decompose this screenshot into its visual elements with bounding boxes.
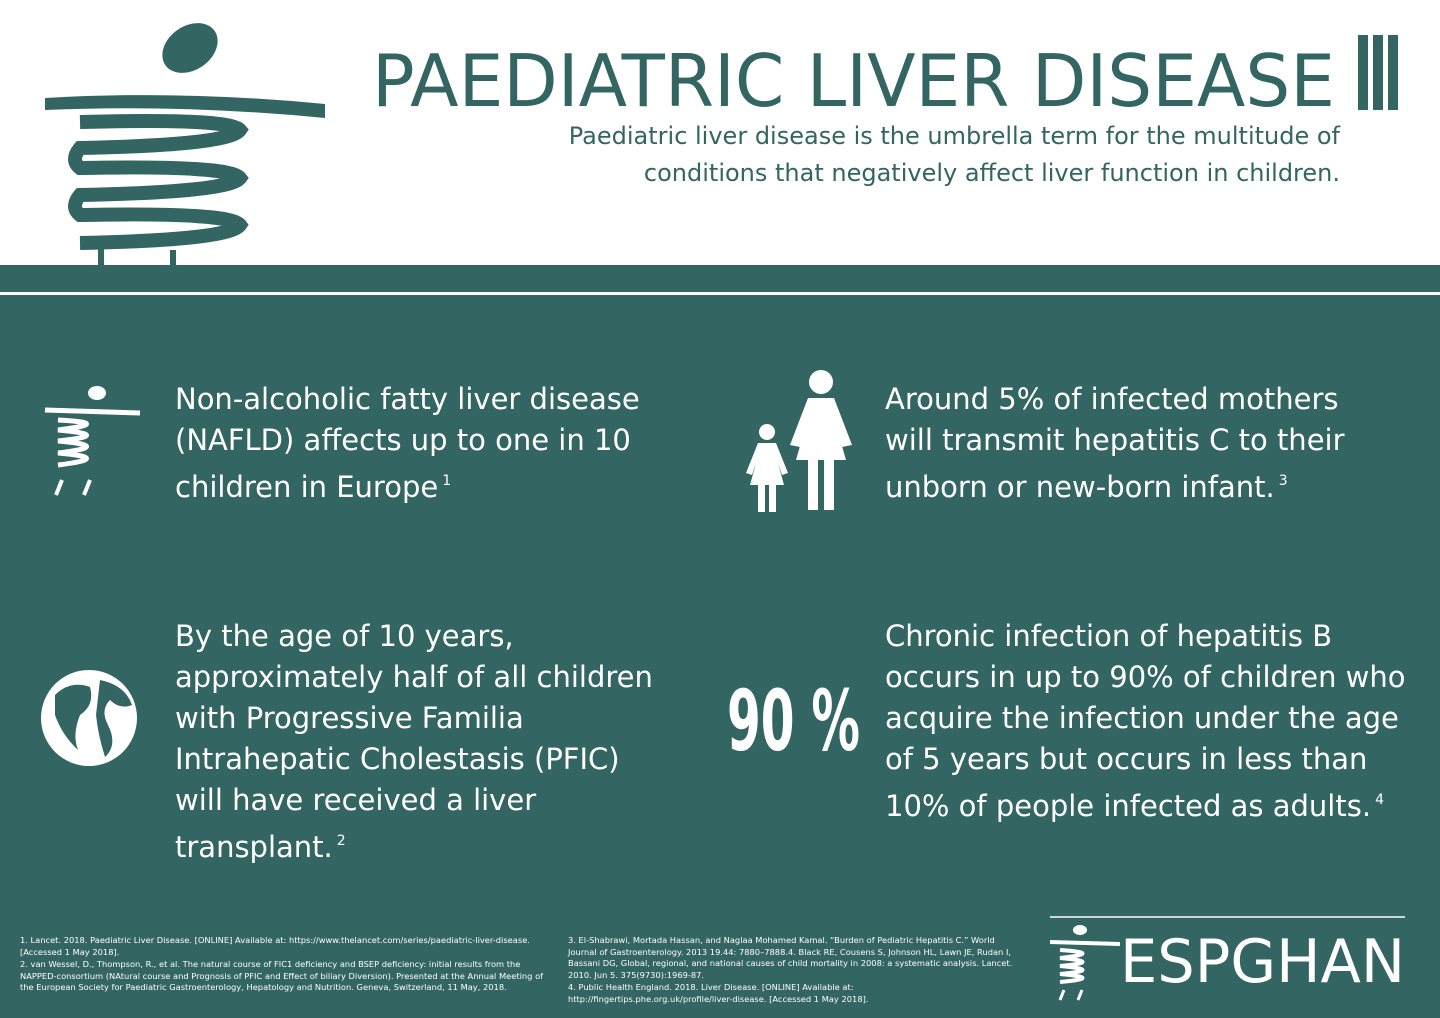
figure-icon [44, 386, 141, 496]
references-right: 3. El-Shabrawi, Mortada Hassan, and Nagl… [568, 935, 1018, 1006]
reference: 2. van Wessel, D., Thompson, R., et al. … [20, 959, 544, 992]
big-stat: 90 % [727, 672, 860, 770]
fact: Chronic infection of hepatitis B occurs … [885, 616, 1415, 827]
reference: 4. Public Health England. 2018. Liver Di… [568, 982, 869, 1004]
logo-text: ESPGHAN [1120, 927, 1405, 997]
fact-note: 2 [336, 833, 346, 849]
fact-note: 4 [1375, 792, 1384, 808]
espghan-logo: ESPGHAN [1049, 916, 1405, 1001]
fact: Non-alcoholic fatty liver disease (NAFLD… [175, 379, 655, 508]
fact: By the age of 10 years, approximately ha… [175, 616, 675, 868]
subtitle: Paediatric liver disease is the umbrella… [568, 122, 1340, 187]
title: PAEDIATRIC LIVER DISEASE [372, 39, 1335, 123]
fact-text: Chronic infection of hepatitis B occurs … [885, 619, 1406, 823]
references-left: 1. Lancet. 2018. Paediatric Liver Diseas… [20, 935, 550, 995]
fact-text: Around 5% of infected mothers will trans… [885, 382, 1345, 504]
divider-line [0, 292, 1440, 295]
fact: Around 5% of infected mothers will trans… [885, 379, 1365, 508]
logo-figure [45, 23, 1398, 265]
mother-child-icon [746, 370, 852, 512]
reference: 1. Lancet. 2018. Paediatric Liver Diseas… [20, 935, 530, 957]
fact-text: Non-alcoholic fatty liver disease (NAFLD… [175, 382, 640, 504]
reference: 3. El-Shabrawi, Mortada Hassan, and Nagl… [568, 935, 1013, 980]
globe-icon [41, 670, 137, 766]
fact-note: 3 [1278, 473, 1288, 489]
logo-figure [1049, 925, 1121, 1001]
icons: 90 % [41, 370, 860, 770]
fact-note: 1 [442, 473, 452, 489]
header-graphics: PAEDIATRIC LIVER DISEASE [45, 23, 1398, 265]
fact-text: By the age of 10 years, approximately ha… [175, 619, 653, 864]
teal-background [0, 265, 1440, 1018]
